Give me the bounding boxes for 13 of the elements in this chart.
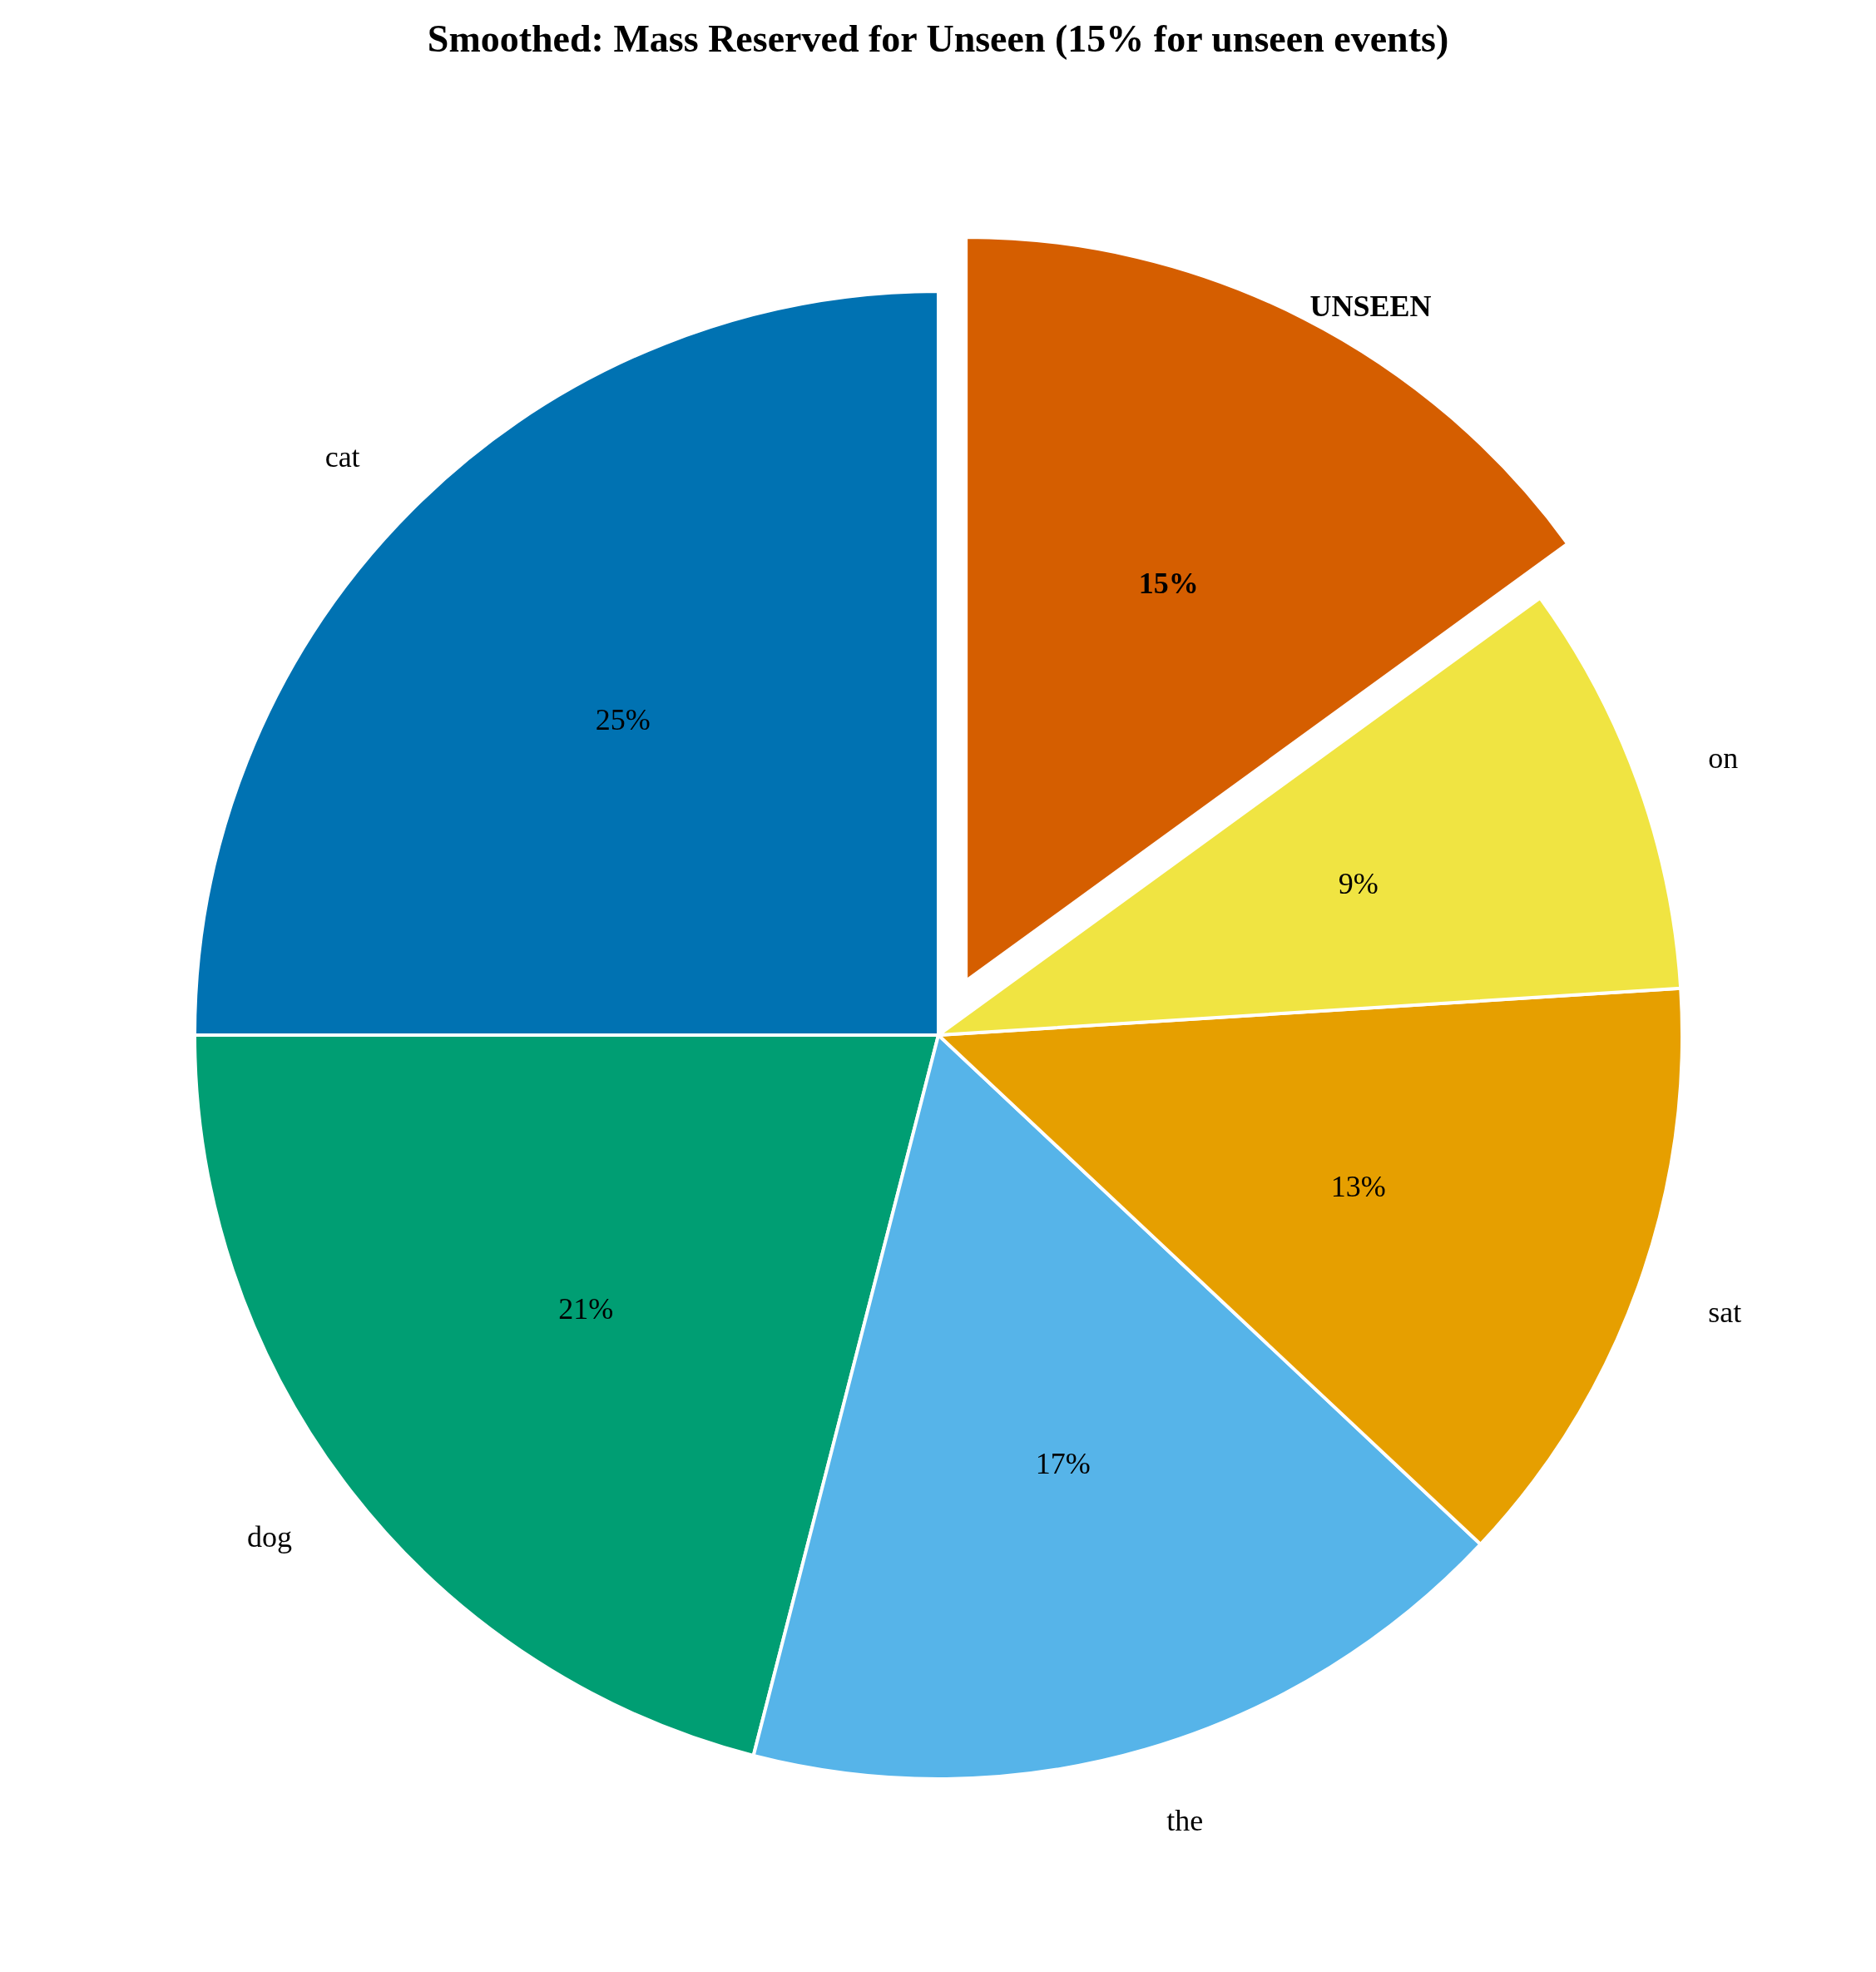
data-label: 21% xyxy=(558,1291,614,1325)
data-label: 17% xyxy=(1035,1447,1091,1481)
slice-label: sat xyxy=(1708,1296,1742,1330)
slice-label: cat xyxy=(324,439,360,473)
data-label: 25% xyxy=(595,702,651,736)
data-label: 13% xyxy=(1330,1169,1386,1203)
data-label: 9% xyxy=(1338,867,1379,901)
slice-label: UNSEEN xyxy=(1309,289,1432,323)
data-label: 15% xyxy=(1138,567,1199,601)
slice-label: the xyxy=(1166,1804,1204,1838)
chart-title: Smoothed: Mass Reserved for Unseen (15% for unseen events) xyxy=(427,17,1449,60)
slice-label: dog xyxy=(246,1519,292,1553)
slice-label: on xyxy=(1708,741,1739,775)
